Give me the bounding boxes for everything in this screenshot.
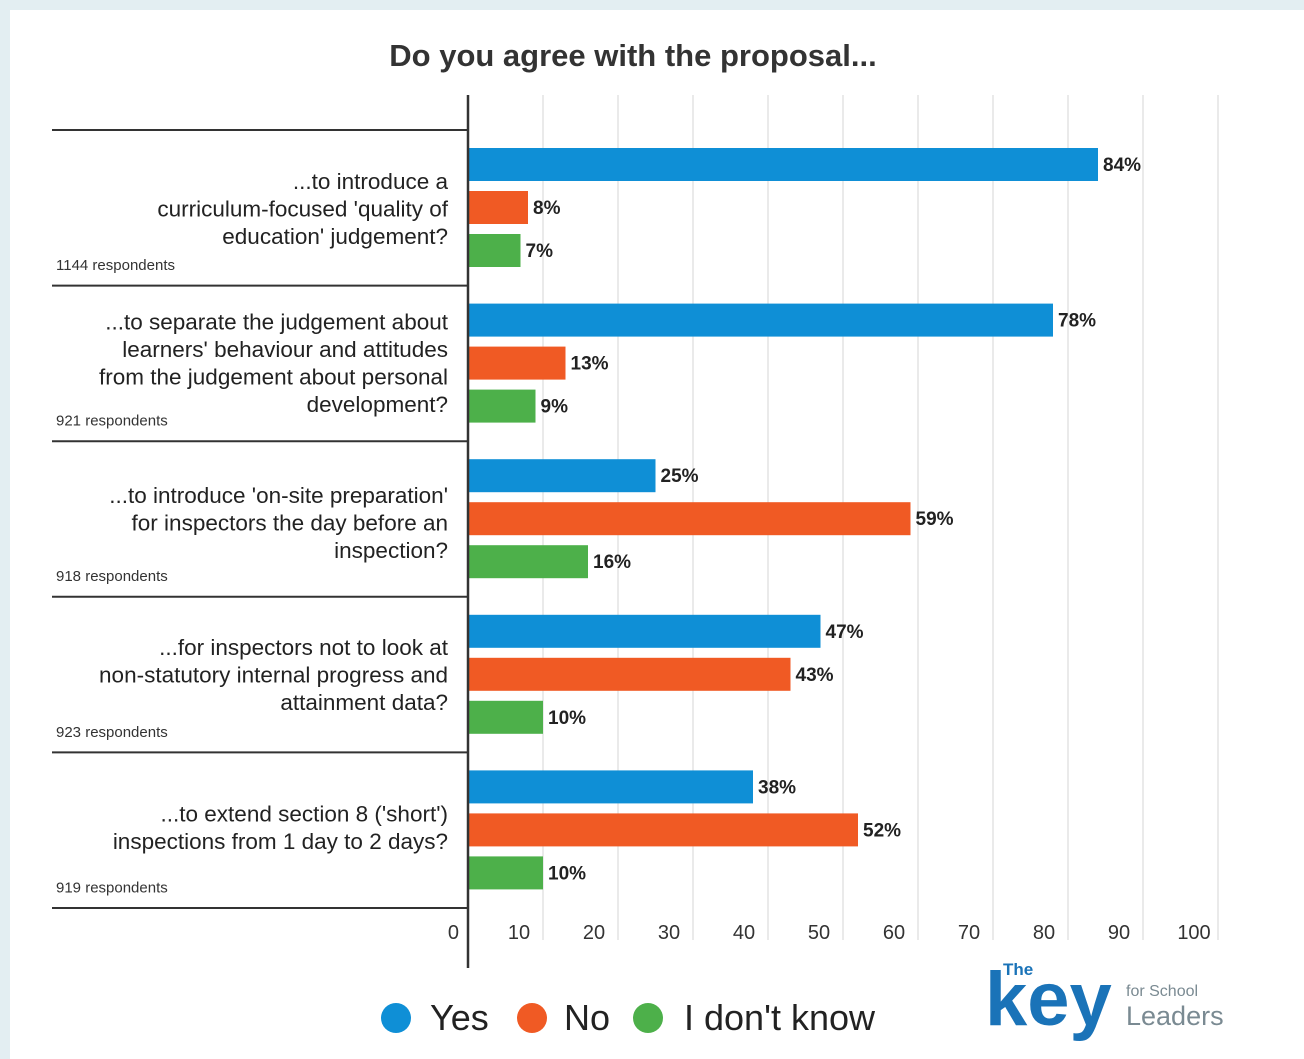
data-label: 47% [826,622,864,643]
chart-panel: Do you agree with the proposal... 84% 8% 7%… [10,10,1304,1059]
x-tick-label: 80 [1033,922,1055,944]
data-label: 84% [1103,155,1141,176]
data-label: 13% [571,354,609,375]
bar-i-don-t-know [468,856,543,890]
category-label-line: education' judgement? [222,224,448,249]
x-tick-label: 60 [883,922,905,944]
data-label: 59% [916,509,954,530]
x-tick-label: 40 [733,922,755,944]
category-label-line: attainment data? [280,690,448,715]
logo-tagline-big: Leaders [1126,1001,1224,1031]
bar-yes [468,770,753,804]
data-label: 9% [541,397,569,418]
data-label: 10% [548,708,586,729]
bar-yes [468,303,1053,337]
chart-title: Do you agree with the proposal... [389,38,876,73]
legend-marker-i-don-t-know [633,1003,663,1033]
data-label: 7% [526,241,554,262]
category-label-line: from the judgement about personal [99,365,448,390]
category-label-line: ...to separate the judgement about [105,310,448,335]
data-label: 8% [533,198,561,219]
logo-key: key [985,957,1112,1042]
x-tick-label: 70 [958,922,980,944]
bar-no [468,657,791,691]
bar-i-don-t-know [468,234,521,267]
bar-no [468,502,911,536]
category-label-line: ...to introduce 'on-site preparation' [109,483,448,508]
bar-i-don-t-know [468,545,588,579]
bar-yes [468,148,1098,181]
category-label-line: inspections from 1 day to 2 days? [113,829,448,854]
x-tick-label: 50 [808,922,830,944]
data-label: 25% [661,466,699,487]
bar-yes [468,614,821,648]
category-label-line: curriculum-focused 'quality of [157,197,448,222]
category-label-line: learners' behaviour and attitudes [122,337,448,362]
legend-label: Yes [430,997,489,1038]
category-label-line: non-statutory internal progress and [99,662,448,687]
bar-no [468,346,566,380]
category-label-line: inspection? [334,538,448,563]
x-tick-label: 90 [1108,922,1130,944]
legend-label: I don't know [684,997,876,1038]
data-label: 52% [863,820,901,841]
bar-chart: Do you agree with the proposal... 84% 8% 7%… [52,38,1224,1042]
legend-marker-no [517,1003,547,1033]
respondents-count: 918 respondents [56,568,168,585]
category-label-line: for inspectors the day before an [132,511,448,536]
category-label-line: development? [307,392,448,417]
data-label: 43% [796,665,834,686]
bar-no [468,191,528,224]
bar-i-don-t-know [468,389,536,423]
category-label-line: ...to introduce a [293,169,449,194]
respondents-count: 921 respondents [56,413,168,430]
logo-tagline-small: for School [1126,983,1198,1000]
respondents-count: 919 respondents [56,879,168,896]
data-label: 78% [1058,311,1096,332]
x-tick-label: 0 [448,922,459,944]
x-tick-label: 20 [583,922,605,944]
respondents-count: 1144 respondents [56,257,175,274]
data-label: 38% [758,777,796,798]
x-tick-label: 100 [1177,922,1210,944]
legend-marker-yes [381,1003,411,1033]
bar-i-don-t-know [468,700,543,734]
data-label: 16% [593,552,631,573]
category-label-line: ...for inspectors not to look at [159,635,449,660]
bar-no [468,813,858,847]
x-tick-label: 10 [508,922,530,944]
category-label-line: ...to extend section 8 ('short') [161,801,448,826]
legend-label: No [564,997,610,1038]
data-label: 10% [548,863,586,884]
logo-the: The [1003,960,1033,979]
bar-yes [468,459,656,493]
x-tick-label: 30 [658,922,680,944]
respondents-count: 923 respondents [56,724,168,741]
